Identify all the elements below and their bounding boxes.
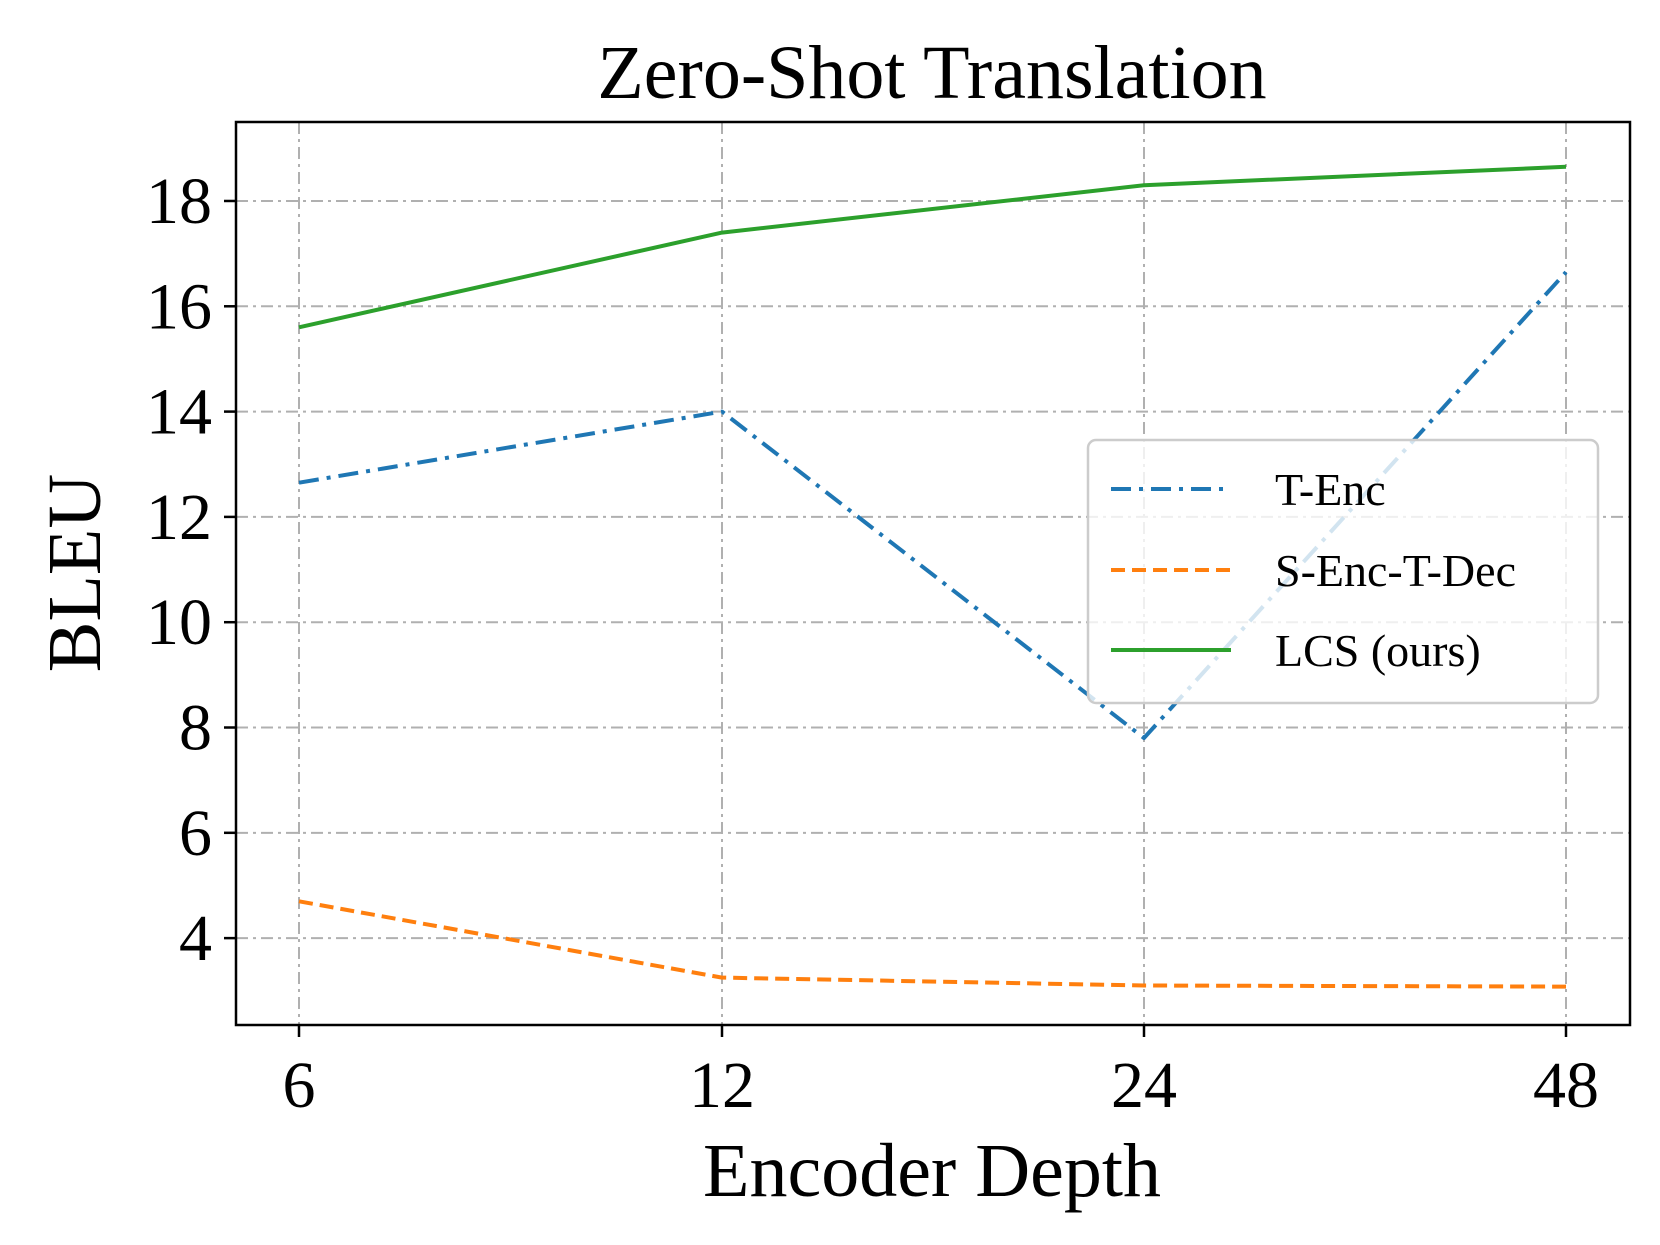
x-tick-label: 24: [1111, 1049, 1177, 1122]
y-tick-label: 6: [179, 797, 212, 870]
plot-area-frame: [234, 120, 1632, 1027]
y-tick-label: 14: [146, 376, 212, 449]
series-line-s-enc-t-dec: [298, 899, 1567, 989]
x-axis: 6 12 24 48: [283, 1025, 1599, 1122]
y-tick-label: 8: [179, 692, 212, 765]
legend: T-Enc S-Enc-T-Dec LCS (ours): [1086, 438, 1600, 705]
x-axis-label: Encoder Depth: [703, 1129, 1161, 1213]
y-tick-label: 10: [146, 586, 212, 659]
chart-title: Zero-Shot Translation: [597, 31, 1266, 115]
x-tick-label: 6: [283, 1049, 316, 1122]
y-tick-label: 16: [146, 270, 212, 343]
y-axis-label: BLEU: [33, 474, 117, 672]
legend-label: LCS (ours): [1275, 625, 1481, 676]
legend-box: [1086, 438, 1600, 705]
series-line-t-enc: [298, 270, 1568, 740]
x-tick-label: 12: [689, 1049, 755, 1122]
y-axis: 4 6 8 10 12 14 16 18: [146, 165, 236, 975]
y-tick-label: 18: [146, 165, 212, 238]
series-lines: [298, 164, 1568, 989]
y-tick-label: 12: [146, 481, 212, 554]
x-tick-label: 48: [1533, 1049, 1599, 1122]
series-line-lcs-ours: [298, 164, 1567, 330]
legend-label: T-Enc: [1275, 464, 1386, 515]
legend-label: S-Enc-T-Dec: [1275, 545, 1516, 596]
y-tick-label: 4: [179, 902, 212, 975]
